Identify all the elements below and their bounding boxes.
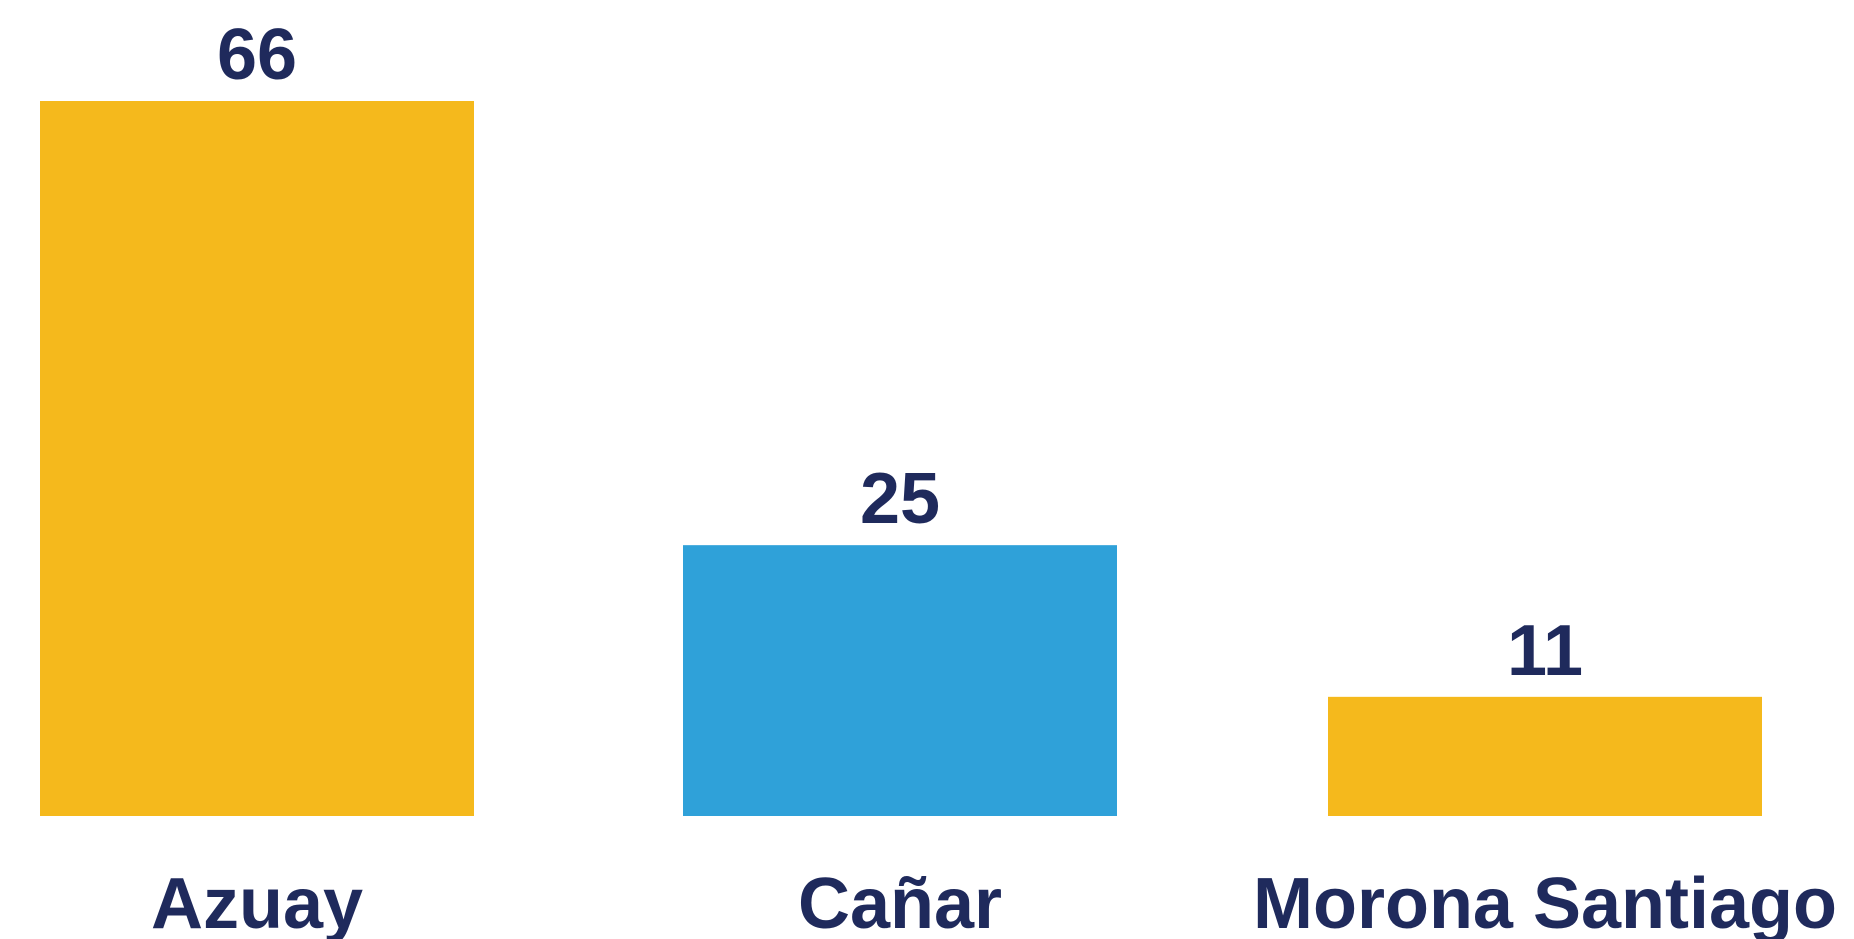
bars-group: [40, 101, 1762, 816]
bar-ca-ar: [683, 545, 1117, 816]
bar-azuay: [40, 101, 474, 816]
value-labels-group: 66 25 11: [217, 15, 1583, 691]
category-label: Cañar: [798, 864, 1002, 939]
category-labels-group: Azuay Cañar Morona Santiago: [151, 864, 1837, 939]
value-label: 25: [860, 459, 940, 539]
value-label: 66: [217, 15, 297, 95]
bar-morona-santiago: [1328, 696, 1762, 816]
value-label: 11: [1507, 611, 1583, 691]
category-label: Morona Santiago: [1253, 864, 1837, 939]
category-label: Azuay: [151, 864, 363, 939]
